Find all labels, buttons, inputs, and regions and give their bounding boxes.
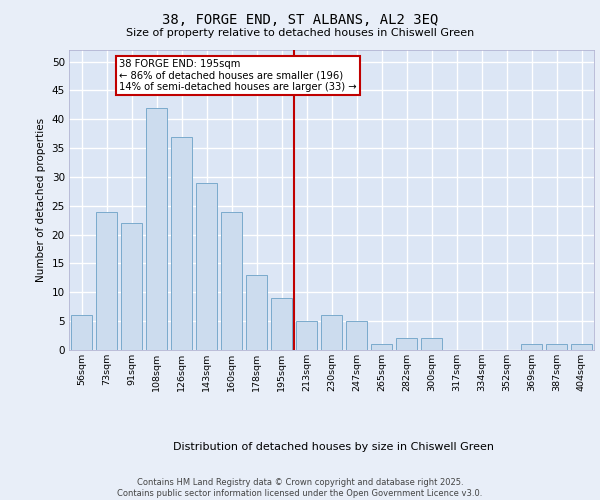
Text: 38 FORGE END: 195sqm
← 86% of detached houses are smaller (196)
14% of semi-deta: 38 FORGE END: 195sqm ← 86% of detached h… bbox=[119, 58, 356, 92]
Bar bbox=[346, 321, 367, 350]
Text: 38, FORGE END, ST ALBANS, AL2 3EQ: 38, FORGE END, ST ALBANS, AL2 3EQ bbox=[162, 12, 438, 26]
Bar bbox=[146, 108, 167, 350]
Bar bbox=[396, 338, 417, 350]
Bar bbox=[171, 136, 192, 350]
Bar bbox=[96, 212, 117, 350]
Bar bbox=[571, 344, 592, 350]
Text: Size of property relative to detached houses in Chiswell Green: Size of property relative to detached ho… bbox=[126, 28, 474, 38]
Bar bbox=[71, 316, 92, 350]
Bar bbox=[221, 212, 242, 350]
Bar bbox=[196, 182, 217, 350]
Bar bbox=[121, 223, 142, 350]
Bar bbox=[246, 275, 267, 350]
Bar bbox=[421, 338, 442, 350]
Y-axis label: Number of detached properties: Number of detached properties bbox=[36, 118, 46, 282]
Bar bbox=[521, 344, 542, 350]
Text: Distribution of detached houses by size in Chiswell Green: Distribution of detached houses by size … bbox=[173, 442, 494, 452]
Bar bbox=[271, 298, 292, 350]
Bar bbox=[296, 321, 317, 350]
Text: Contains HM Land Registry data © Crown copyright and database right 2025.
Contai: Contains HM Land Registry data © Crown c… bbox=[118, 478, 482, 498]
Bar bbox=[321, 316, 342, 350]
Bar bbox=[371, 344, 392, 350]
Bar bbox=[546, 344, 567, 350]
